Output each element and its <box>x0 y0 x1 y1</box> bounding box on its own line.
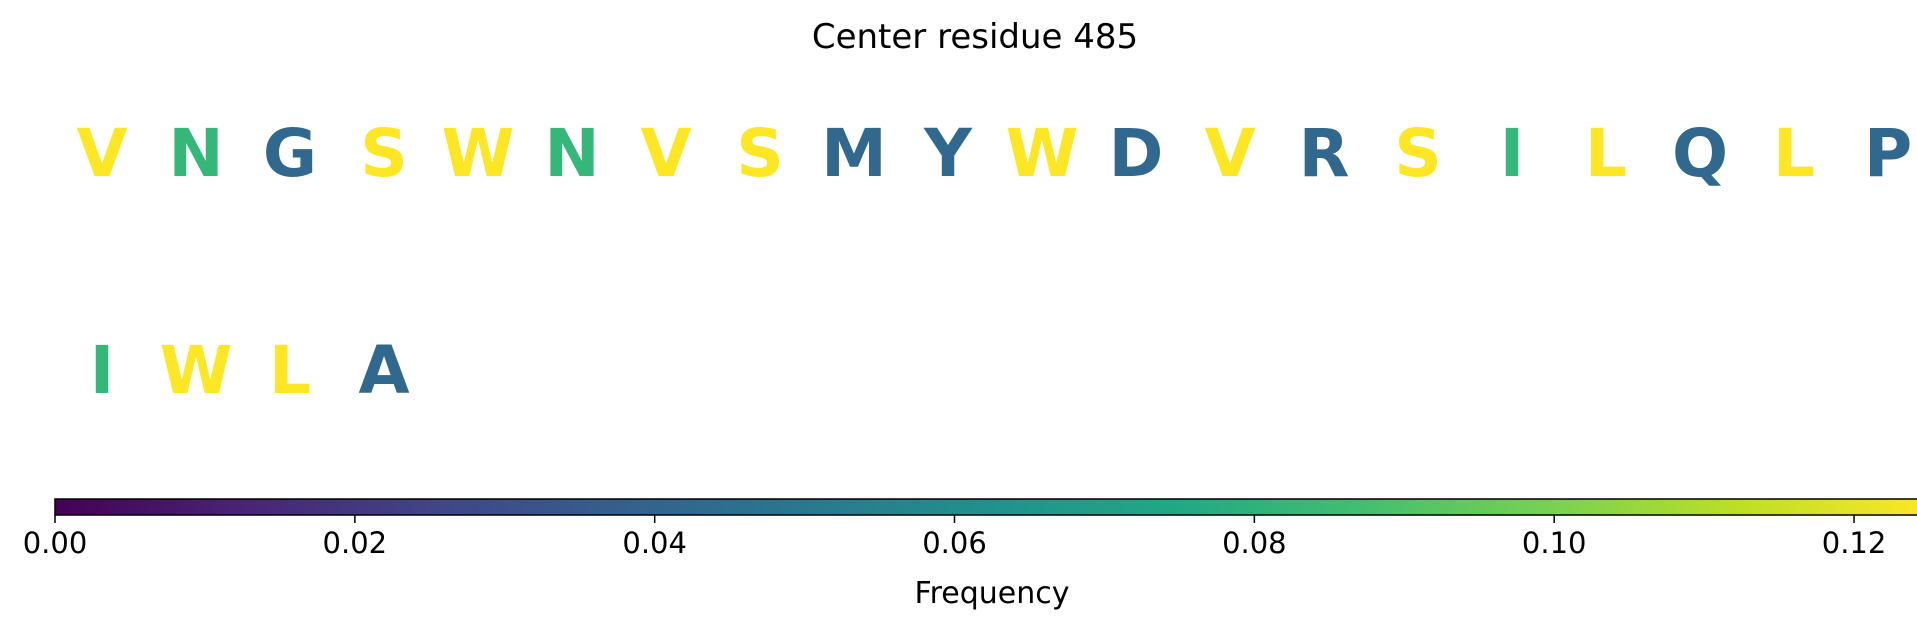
residue-letter: W <box>160 332 233 409</box>
residue-letter: S <box>1394 115 1442 192</box>
residue-letter: Q <box>1672 115 1728 192</box>
residue-letter: R <box>1299 115 1350 192</box>
residue-letter: Y <box>923 115 973 192</box>
residue-letter: N <box>544 115 599 192</box>
colorbar-tick-label: 0.08 <box>1222 526 1287 560</box>
colorbar-tick-label: 0.12 <box>1822 526 1887 560</box>
residue-letter: L <box>1773 115 1815 192</box>
colorbar-tick-label: 0.10 <box>1522 526 1587 560</box>
colorbar: 0.00 0.02 0.04 0.06 0.08 0.10 0.12 Frequency <box>23 498 1917 611</box>
colorbar-tick-label: 0.02 <box>323 526 388 560</box>
residue-letter: A <box>358 332 409 409</box>
residue-letter: S <box>360 115 408 192</box>
residue-letter: L <box>1585 115 1627 192</box>
residue-letter: V <box>640 115 691 192</box>
residue-letter: D <box>1109 115 1164 192</box>
colorbar-label: Frequency <box>915 576 1070 611</box>
residue-letter: S <box>736 115 784 192</box>
colorbar-tick-label: 0.04 <box>622 526 687 560</box>
colorbar-tick-label: 0.00 <box>23 526 88 560</box>
residue-letter: W <box>1006 115 1079 192</box>
residue-letter: N <box>168 115 223 192</box>
residue-letter: W <box>442 115 515 192</box>
colorbar-tick-label: 0.06 <box>922 526 987 560</box>
chart-title: Center residue 485 <box>812 17 1138 57</box>
residue-letter: V <box>1204 115 1255 192</box>
residue-letter: I <box>90 332 115 409</box>
colorbar-ticks: 0.00 0.02 0.04 0.06 0.08 0.10 0.12 <box>23 515 1887 560</box>
colorbar-gradient <box>54 498 1917 516</box>
residue-grid: V N G S W N V S M Y W D V R S I L Q L PI W L A <box>76 115 1912 409</box>
residue-letter: I <box>1500 115 1525 192</box>
residue-letter: L <box>269 332 311 409</box>
residue-letter: G <box>263 115 317 192</box>
residue-letter: V <box>76 115 127 192</box>
residue-letter: M <box>821 115 887 192</box>
residue-letter: P <box>1864 115 1912 192</box>
